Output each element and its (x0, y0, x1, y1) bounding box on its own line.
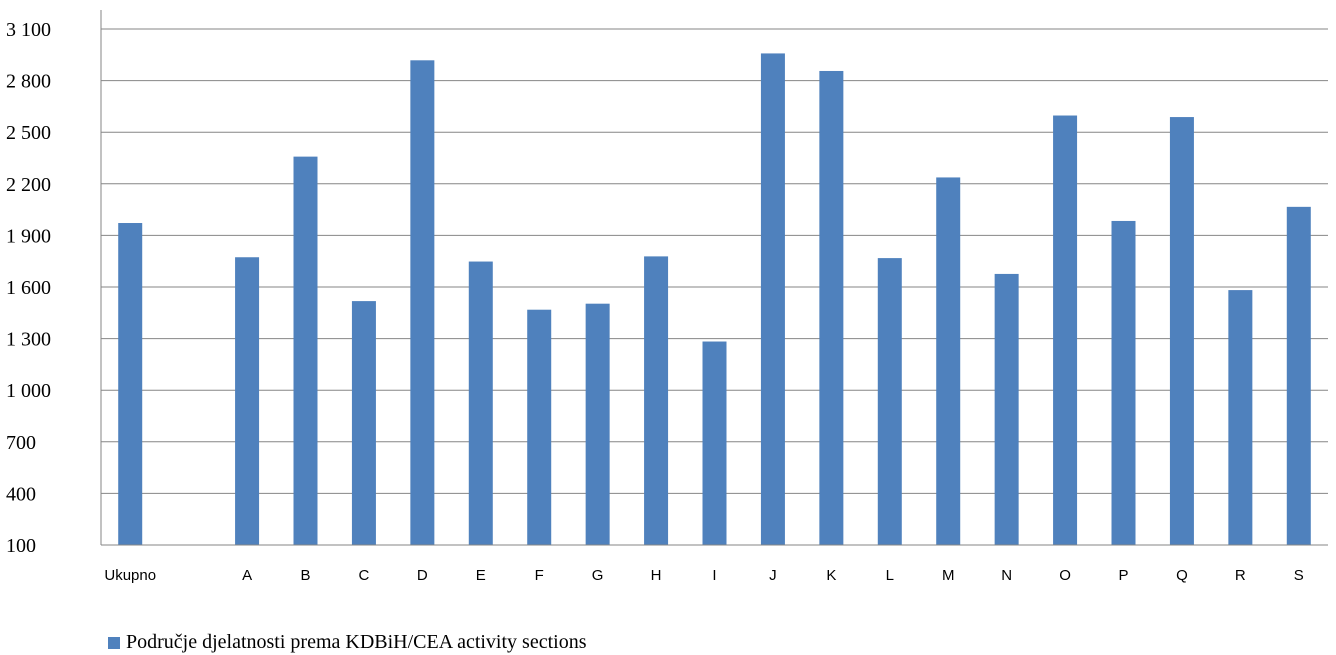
bar (1228, 290, 1253, 545)
x-tick-label: A (242, 567, 252, 584)
x-tick-label: E (476, 567, 486, 584)
x-tick-label: H (651, 567, 662, 584)
bar (819, 70, 844, 545)
y-tick-label: 1 000 (6, 380, 51, 402)
bar (994, 273, 1019, 545)
y-tick-label: 700 (6, 432, 36, 454)
y-tick-label: 3 100 (6, 19, 51, 41)
y-tick-label: 2 500 (6, 122, 51, 144)
x-tick-label: F (535, 567, 544, 584)
bar (936, 177, 961, 545)
x-tick-label: Q (1176, 567, 1188, 584)
x-tick-label: B (300, 567, 310, 584)
bar (293, 156, 318, 545)
legend: Područje djelatnosti prema KDBiH/CEA act… (108, 631, 587, 653)
y-tick-label: 100 (6, 535, 36, 557)
x-tick-label: L (886, 567, 894, 584)
bar (1111, 220, 1136, 545)
x-tick-label: S (1294, 567, 1304, 584)
bar (585, 303, 610, 545)
y-tick-label: 1 900 (6, 225, 51, 247)
bar (351, 301, 376, 545)
x-tick-label: O (1059, 567, 1071, 584)
bar (1053, 115, 1078, 546)
bars (118, 53, 1311, 546)
bar (1286, 206, 1311, 545)
bar (877, 258, 902, 545)
y-tick-label: 1 600 (6, 277, 51, 299)
y-tick-label: 2 800 (6, 71, 51, 93)
bar (760, 53, 785, 545)
x-tick-label: Ukupno (104, 567, 156, 584)
y-tick-label: 400 (6, 483, 36, 505)
bar (118, 223, 143, 546)
x-tick-label: D (417, 567, 428, 584)
bar (702, 341, 727, 545)
legend-label: Područje djelatnosti prema KDBiH/CEA act… (126, 631, 587, 653)
legend-swatch (108, 637, 120, 649)
y-tick-label: 1 300 (6, 329, 51, 351)
x-tick-label: R (1235, 567, 1246, 584)
x-axis-ticks: Ukupno A B C D E F G H I J K L M N O P Q R S (104, 567, 1303, 584)
x-tick-label: G (592, 567, 604, 584)
bar (235, 257, 260, 545)
x-tick-label: M (942, 567, 955, 584)
x-tick-label: K (826, 567, 836, 584)
y-tick-label: 2 200 (6, 174, 51, 196)
y-axis-ticks: 100 400 700 1 000 1 300 1 600 1 900 2 200 2 500 2… (6, 19, 51, 557)
bar (468, 261, 493, 545)
x-tick-label: C (359, 567, 370, 584)
x-tick-label: I (712, 567, 716, 584)
bar (1169, 117, 1194, 546)
bar (527, 309, 552, 545)
x-tick-label: N (1001, 567, 1012, 584)
x-tick-label: P (1118, 567, 1128, 584)
x-tick-label: J (769, 567, 777, 584)
bar (644, 256, 669, 545)
bar (410, 60, 435, 545)
